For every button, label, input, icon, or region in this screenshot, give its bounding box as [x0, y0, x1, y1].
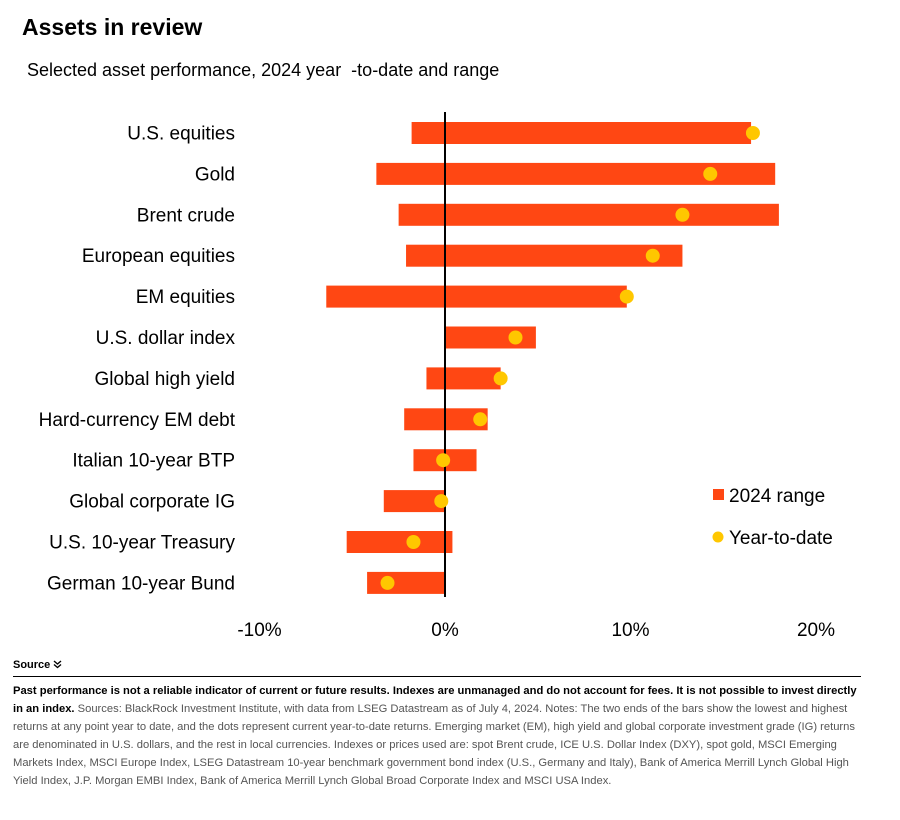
category-label: U.S. 10-year Treasury [49, 533, 235, 554]
range-chart: U.S. equities Gold Brent crude European equ… [39, 112, 835, 641]
x-tick-label: 10% [611, 620, 649, 641]
range-bar [383, 490, 445, 513]
ytd-dot [675, 207, 690, 222]
ytd-dot [619, 289, 634, 304]
legend-ytd-label: Year-to-date [729, 528, 833, 549]
chart-subtitle: Selected asset performance, 2024 year -t… [27, 60, 500, 80]
ytd-dot [434, 494, 449, 509]
chart-title: Assets in review [22, 14, 203, 40]
ytd-dot [703, 166, 718, 181]
range-bar [326, 285, 627, 308]
range-bar [406, 244, 683, 267]
category-label: Brent crude [137, 205, 235, 226]
ytd-dot [508, 330, 523, 345]
category-label: German 10-year Bund [47, 573, 235, 594]
x-tick-label: 0% [431, 620, 459, 641]
ytd-dot [436, 453, 451, 468]
x-tick-label: -10% [237, 620, 281, 641]
range-bar [367, 571, 445, 594]
range-bar [346, 531, 453, 553]
ytd-dot [745, 126, 760, 140]
sources-notes-text: Sources: BlackRock Investment Institute,… [13, 703, 855, 787]
category-label: EM equities [136, 287, 235, 308]
legend-ytd-swatch [712, 531, 724, 543]
category-label: Global high yield [95, 369, 235, 390]
category-label: Italian 10-year BTP [72, 451, 235, 472]
category-label: European equities [82, 246, 235, 267]
source-label: Source [13, 659, 51, 671]
ytd-dot [406, 535, 421, 549]
category-label: Hard-currency EM debt [39, 410, 236, 431]
source-toggle[interactable]: Source [13, 659, 62, 671]
category-label: Gold [195, 164, 235, 185]
performance-disclaimer: Past performance is not a reliable indic… [13, 685, 857, 715]
ytd-dot [380, 575, 395, 590]
range-bar [398, 203, 779, 226]
range-bar [426, 367, 501, 390]
category-label: Global corporate IG [69, 492, 235, 513]
ytd-dot [493, 371, 508, 386]
ytd-dot [473, 412, 488, 427]
x-tick-label: 20% [797, 620, 835, 641]
category-label: U.S. dollar index [96, 328, 236, 349]
legend-range-swatch [713, 489, 724, 500]
legend-range-label: 2024 range [729, 486, 825, 507]
ytd-dot [645, 248, 660, 263]
source-notes: Past performance is not a reliable indic… [13, 682, 861, 790]
category-label: U.S. equities [127, 124, 235, 145]
double-chevron-down-icon [53, 660, 62, 669]
range-bar [376, 162, 776, 185]
range-bar [411, 122, 752, 144]
footer-divider [13, 676, 861, 677]
